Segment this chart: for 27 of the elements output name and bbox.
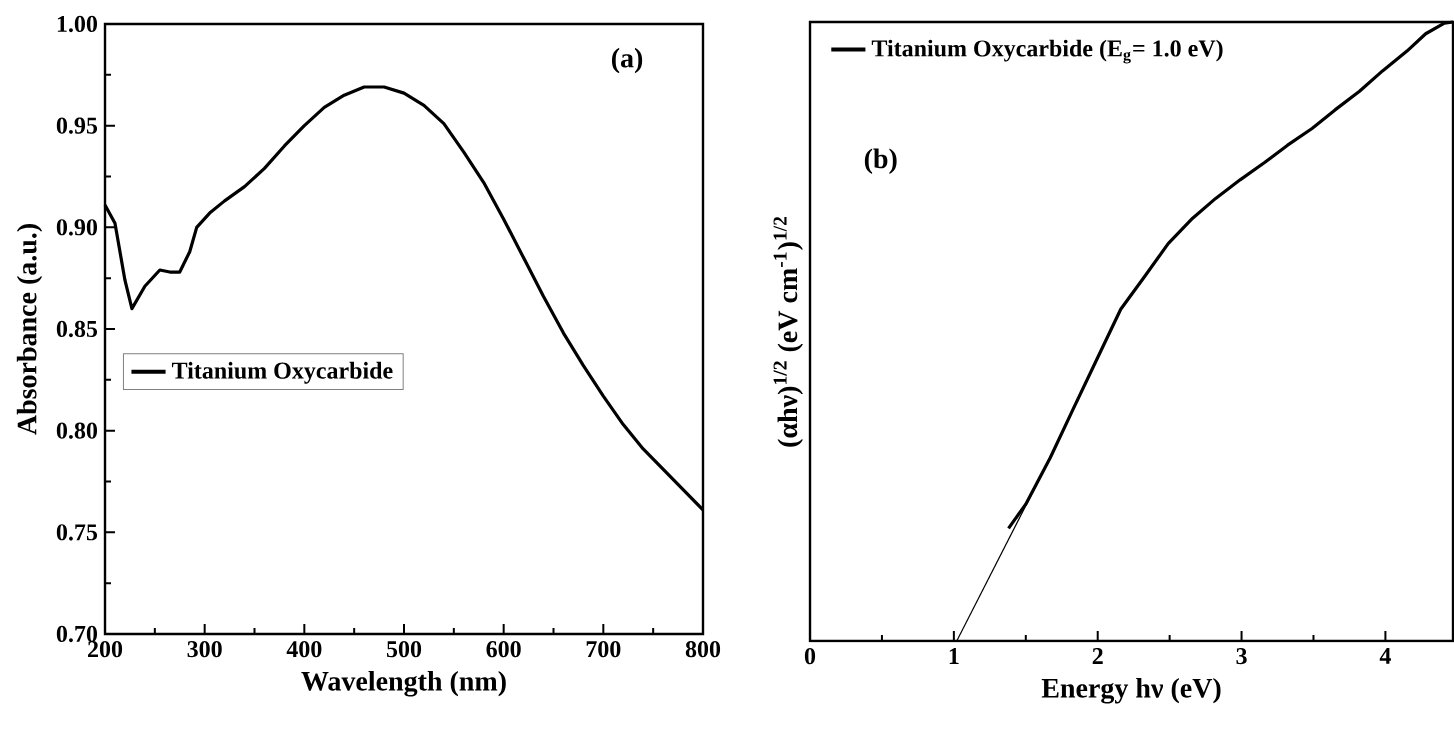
x-tick-label: 2 bbox=[1092, 648, 1103, 664]
y-tick-label: 0.70 bbox=[56, 625, 98, 643]
y-tick-label: 0.75 bbox=[56, 524, 98, 541]
legend-label: Titanium Oxycarbide (E$_{g}$= 1.0 eV) bbox=[871, 39, 1223, 64]
y-tick-label: 0.80 bbox=[56, 422, 98, 439]
y-axis-title: Absorbance (a.u.) bbox=[16, 224, 43, 435]
x-tick-label: 800 bbox=[685, 641, 721, 658]
legend-label: Titanium Oxycarbide bbox=[171, 361, 393, 384]
x-tick-label: 4 bbox=[1379, 648, 1391, 664]
y-tick-label: 1.00 bbox=[57, 15, 98, 33]
annotation: (b) bbox=[864, 148, 897, 174]
x-tick-label: 0 bbox=[804, 648, 816, 665]
y-tick-label: 0.85 bbox=[56, 320, 98, 338]
x-tick-label: 1 bbox=[949, 648, 959, 664]
x-tick-label: 400 bbox=[286, 641, 322, 658]
annotation: (a) bbox=[611, 47, 643, 74]
x-tick-label: 300 bbox=[187, 641, 222, 658]
x-tick-label: 600 bbox=[486, 641, 521, 658]
x-tick-label: 700 bbox=[586, 641, 621, 658]
x-tick-label: 500 bbox=[386, 641, 422, 658]
y-tick-label: 0.95 bbox=[56, 117, 98, 134]
x-axis-title: Wavelength (nm) bbox=[301, 670, 506, 697]
x-tick-label: 200 bbox=[88, 641, 123, 658]
y-axis-title: (αhν)$^{1/2}$ (eV cm$^{-1}$)$^{1/2}$ bbox=[773, 216, 803, 447]
x-tick-label: 3 bbox=[1236, 648, 1247, 665]
x-axis-title: Energy hν (eV) bbox=[1041, 677, 1221, 704]
y-tick-label: 0.90 bbox=[56, 219, 98, 236]
